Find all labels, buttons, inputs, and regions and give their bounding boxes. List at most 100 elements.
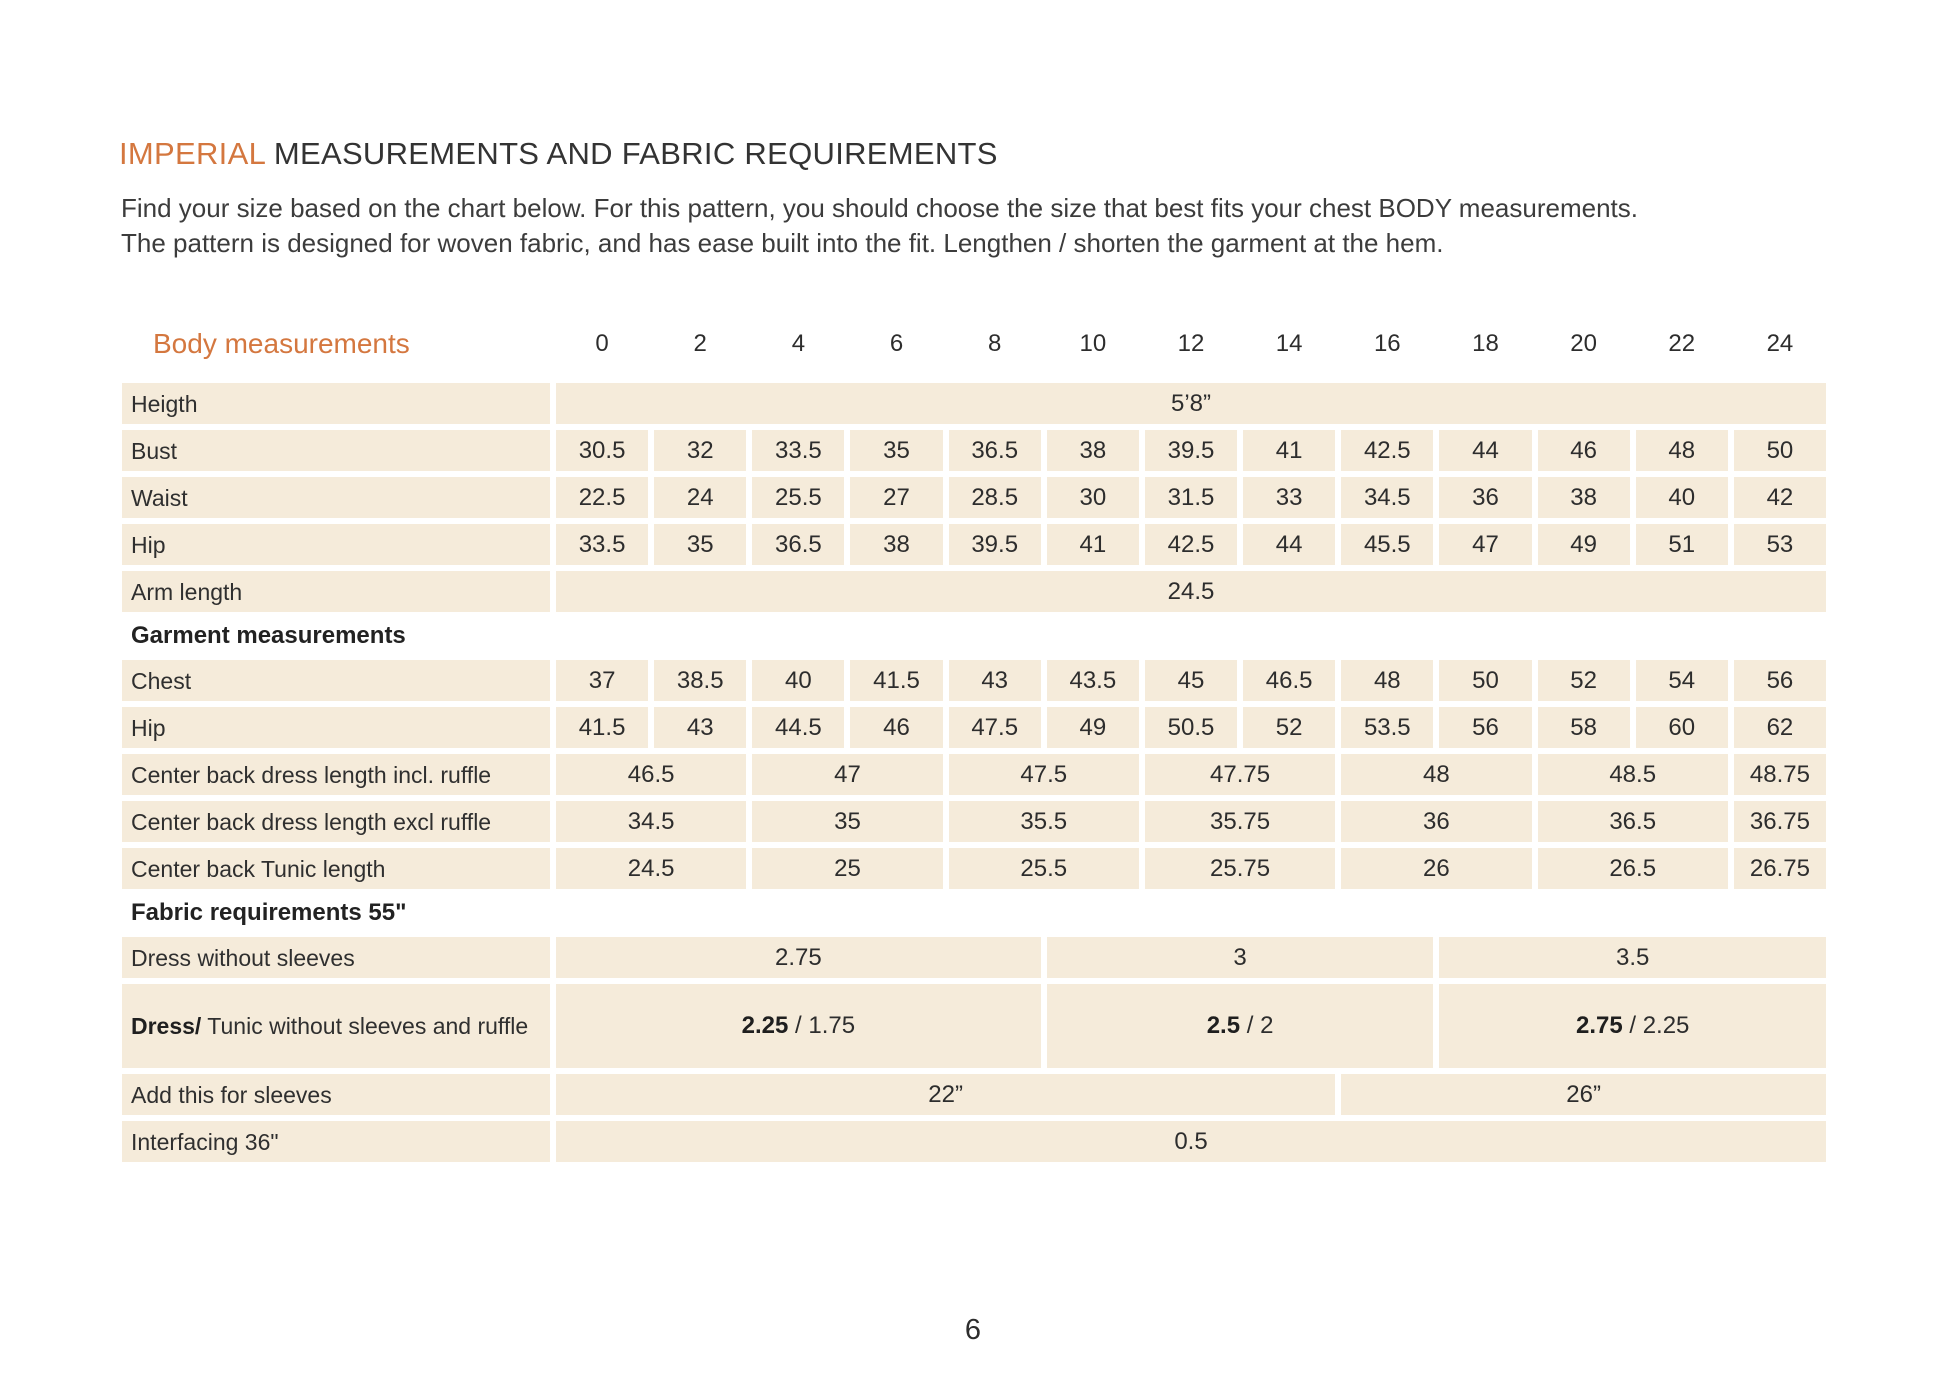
value-cell: 46: [1537, 430, 1630, 471]
page-number: 6: [964, 1314, 982, 1346]
value-cell: 25.75: [1144, 848, 1336, 889]
value-cell: 2.25 / 1.75: [556, 984, 1041, 1068]
value-cell: 48.75: [1733, 754, 1826, 795]
size-column-header: 14: [1275, 330, 1303, 357]
value-cell: 35.5: [948, 801, 1139, 842]
value-cell: 38: [850, 524, 943, 565]
table-row: Dress without sleeves 2.75 3 3.5: [122, 937, 1826, 978]
value-cell: 40: [1635, 477, 1728, 518]
size-column-header: 6: [889, 330, 904, 357]
value-cell: 47: [752, 754, 943, 795]
table-row: Bust 30.5 32 33.5 35 36.5 38 39.5 41 42.5 44 46 48 50: [122, 430, 1826, 471]
value-cell: 22.5: [556, 477, 649, 518]
row-label: Arm length: [122, 571, 550, 612]
value-cell: 32: [654, 430, 747, 471]
value-cell: 30: [1046, 477, 1139, 518]
value-cell: 3.5: [1439, 937, 1826, 978]
section-heading: Garment measurements: [131, 622, 406, 649]
row-label: Add this for sleeves: [122, 1074, 550, 1115]
section-heading: Fabric requirements 55": [131, 899, 407, 926]
row-label: Center back dress length incl. ruffle: [122, 754, 550, 795]
value-cell: 25.5: [752, 477, 845, 518]
value-cell: 45: [1144, 660, 1238, 701]
table-row: Interfacing 36" 0.5: [122, 1121, 1826, 1162]
value-cell: 26: [1341, 848, 1532, 889]
size-column-header: 10: [1079, 330, 1107, 357]
table-row: Center back dress length incl. ruffle 46.…: [122, 754, 1826, 795]
value-cell: 53: [1733, 524, 1826, 565]
value-cell: 33.5: [556, 524, 649, 565]
value-cell: 50: [1733, 430, 1826, 471]
value-cell: 26.75: [1733, 848, 1826, 889]
value-cell: 47: [1439, 524, 1532, 565]
table-row: Center back Tunic length 24.5 25 25.5 25.75 2…: [122, 848, 1826, 889]
value-cell: 43.5: [1046, 660, 1139, 701]
value-cell: 62: [1733, 707, 1826, 748]
value-cell: 2.5 / 2: [1046, 984, 1434, 1068]
value-cell: 47.5: [948, 754, 1139, 795]
value-cell: 0.5: [556, 1121, 1826, 1162]
value-cell: 41: [1046, 524, 1139, 565]
value-cell: 44: [1439, 430, 1532, 471]
value-cell: 49: [1046, 707, 1139, 748]
value-cell: 50.5: [1144, 707, 1238, 748]
page-title: IMPERIAL MEASUREMENTS AND FABRIC REQUIRE…: [119, 136, 998, 172]
size-column-header: 18: [1472, 330, 1499, 357]
size-column-header: 24: [1766, 330, 1794, 357]
table-row: Arm length 24.5: [122, 571, 1826, 612]
value-cell: 48.5: [1537, 754, 1728, 795]
page-title-highlight: IMPERIAL: [119, 136, 265, 171]
size-column-header: 22: [1668, 330, 1696, 357]
value-cell: 36.5: [948, 430, 1041, 471]
body-measurements-heading: Body measurements: [153, 328, 410, 359]
row-label: Dress/ Tunic without sleeves and ruffle: [122, 984, 550, 1068]
value-cell: 24: [654, 477, 747, 518]
table-row: Dress/ Tunic without sleeves and ruffle 2…: [122, 984, 1826, 1068]
value-cell: 2.75 / 2.25: [1439, 984, 1826, 1068]
value-cell: 28.5: [948, 477, 1041, 518]
value-cell: 56: [1439, 707, 1532, 748]
value-cell: 42: [1733, 477, 1826, 518]
table-row: Hip 33.5 35 36.5 38 39.5 41 42.5 44 45.5 47 49 51 53: [122, 524, 1826, 565]
value-cell: 53.5: [1341, 707, 1434, 748]
value-cell: 38: [1537, 477, 1630, 518]
value-cell: 27: [850, 477, 943, 518]
value-cell: 26.5: [1537, 848, 1728, 889]
value-cell: 58: [1537, 707, 1630, 748]
table-section-row: Fabric requirements 55": [122, 895, 1826, 931]
value-cell: 36: [1439, 477, 1532, 518]
value-cell: 34.5: [556, 801, 747, 842]
value-cell: 39.5: [1144, 430, 1238, 471]
table-row: Center back dress length excl ruffle 34.5…: [122, 801, 1826, 842]
value-cell: 46: [850, 707, 943, 748]
value-cell: 36.75: [1733, 801, 1826, 842]
page-title-rest: MEASUREMENTS AND FABRIC REQUIREMENTS: [264, 136, 998, 171]
table-row: Chest 37 38.5 40 41.5 43 43.5 45 46.5 48 50 52 54 56: [122, 660, 1826, 701]
value-cell: 56: [1733, 660, 1826, 701]
value-cell: 38: [1046, 430, 1139, 471]
value-cell: 31.5: [1144, 477, 1238, 518]
intro-line-1: Find your size based on the chart below.…: [121, 193, 1638, 223]
value-cell: 54: [1635, 660, 1728, 701]
row-label: Chest: [122, 660, 550, 701]
value-cell: 47.75: [1144, 754, 1336, 795]
value-cell: 51: [1635, 524, 1728, 565]
value-cell: 25: [752, 848, 943, 889]
value-cell: 38.5: [654, 660, 747, 701]
value-cell: 43: [948, 660, 1041, 701]
value-cell: 52: [1537, 660, 1630, 701]
value-cell: 47.5: [948, 707, 1041, 748]
row-label: Bust: [122, 430, 550, 471]
value-cell: 35: [752, 801, 943, 842]
row-label: Hip: [122, 524, 550, 565]
value-cell: 37: [556, 660, 649, 701]
value-cell: 3: [1046, 937, 1434, 978]
row-label: Center back Tunic length: [122, 848, 550, 889]
value-cell: 46.5: [556, 754, 747, 795]
value-cell: 40: [752, 660, 845, 701]
value-cell: 44: [1243, 524, 1336, 565]
value-cell: 45.5: [1341, 524, 1434, 565]
value-cell: 39.5: [948, 524, 1041, 565]
value-cell: 2.75: [556, 937, 1041, 978]
